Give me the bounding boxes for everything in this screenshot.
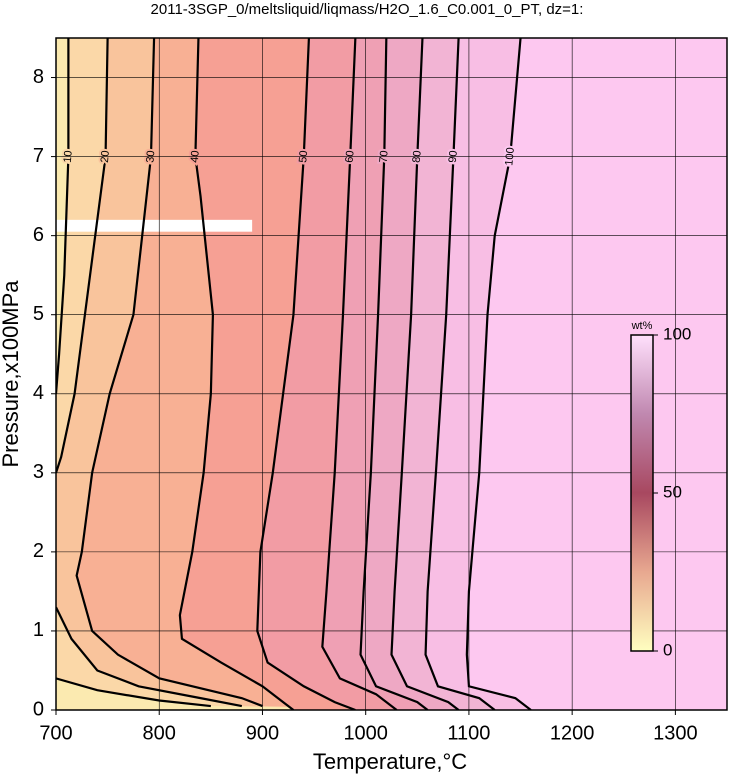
y-tick-label: 4 xyxy=(33,382,44,404)
y-tick-label: 0 xyxy=(33,698,44,720)
x-tick-label: 1300 xyxy=(653,722,698,744)
x-tick-label: 700 xyxy=(39,722,72,744)
y-tick-label: 7 xyxy=(33,145,44,167)
plot-area: 10 20 30 40 50 60 70 80 90 100 xyxy=(56,38,727,710)
x-tick-label: 900 xyxy=(246,722,279,744)
colorbar xyxy=(630,334,654,652)
plot-frame xyxy=(55,37,728,711)
contour-line xyxy=(321,38,398,710)
chart-title: 2011-3SGP_0/meltsliquid/liqmass/H2O_1.6_… xyxy=(151,1,584,18)
contour-line xyxy=(56,38,243,708)
overlay: 700 800 900 1000 1100 1200 1300 0 1 2 3 4 5 6 7 8 wt% 0 50… xyxy=(33,37,728,744)
y-tick-label: 8 xyxy=(33,66,44,88)
y-tick-label: 1 xyxy=(33,619,44,641)
x-axis-label: Temperature,°C xyxy=(313,749,467,774)
y-axis-label: Pressure,x100MPa xyxy=(0,280,23,468)
contour-line xyxy=(56,38,211,708)
colorbar-tick-label: 50 xyxy=(663,482,682,501)
contour-line xyxy=(178,38,295,710)
x-tick-label: 1200 xyxy=(550,722,595,744)
y-tick-label: 5 xyxy=(33,303,44,325)
colorbar-tick-label: 100 xyxy=(663,324,691,343)
colorbar-tick-label: 0 xyxy=(663,640,672,659)
x-tick-label: 1100 xyxy=(447,722,490,744)
contour-line xyxy=(75,38,263,708)
y-tick-label: 6 xyxy=(33,224,44,246)
x-tick-label: 800 xyxy=(143,722,176,744)
y-tick-label: 3 xyxy=(33,461,44,483)
contour-line xyxy=(256,38,356,710)
colorbar-label: wt% xyxy=(631,320,653,332)
y-tick-label: 2 xyxy=(33,540,44,562)
contour-line xyxy=(424,38,496,710)
contour-region xyxy=(466,38,727,710)
contour-line xyxy=(359,38,429,710)
x-tick-label: 1000 xyxy=(343,722,388,744)
contour-line xyxy=(465,38,532,710)
blank-band xyxy=(56,219,253,232)
contour-line xyxy=(390,38,460,710)
